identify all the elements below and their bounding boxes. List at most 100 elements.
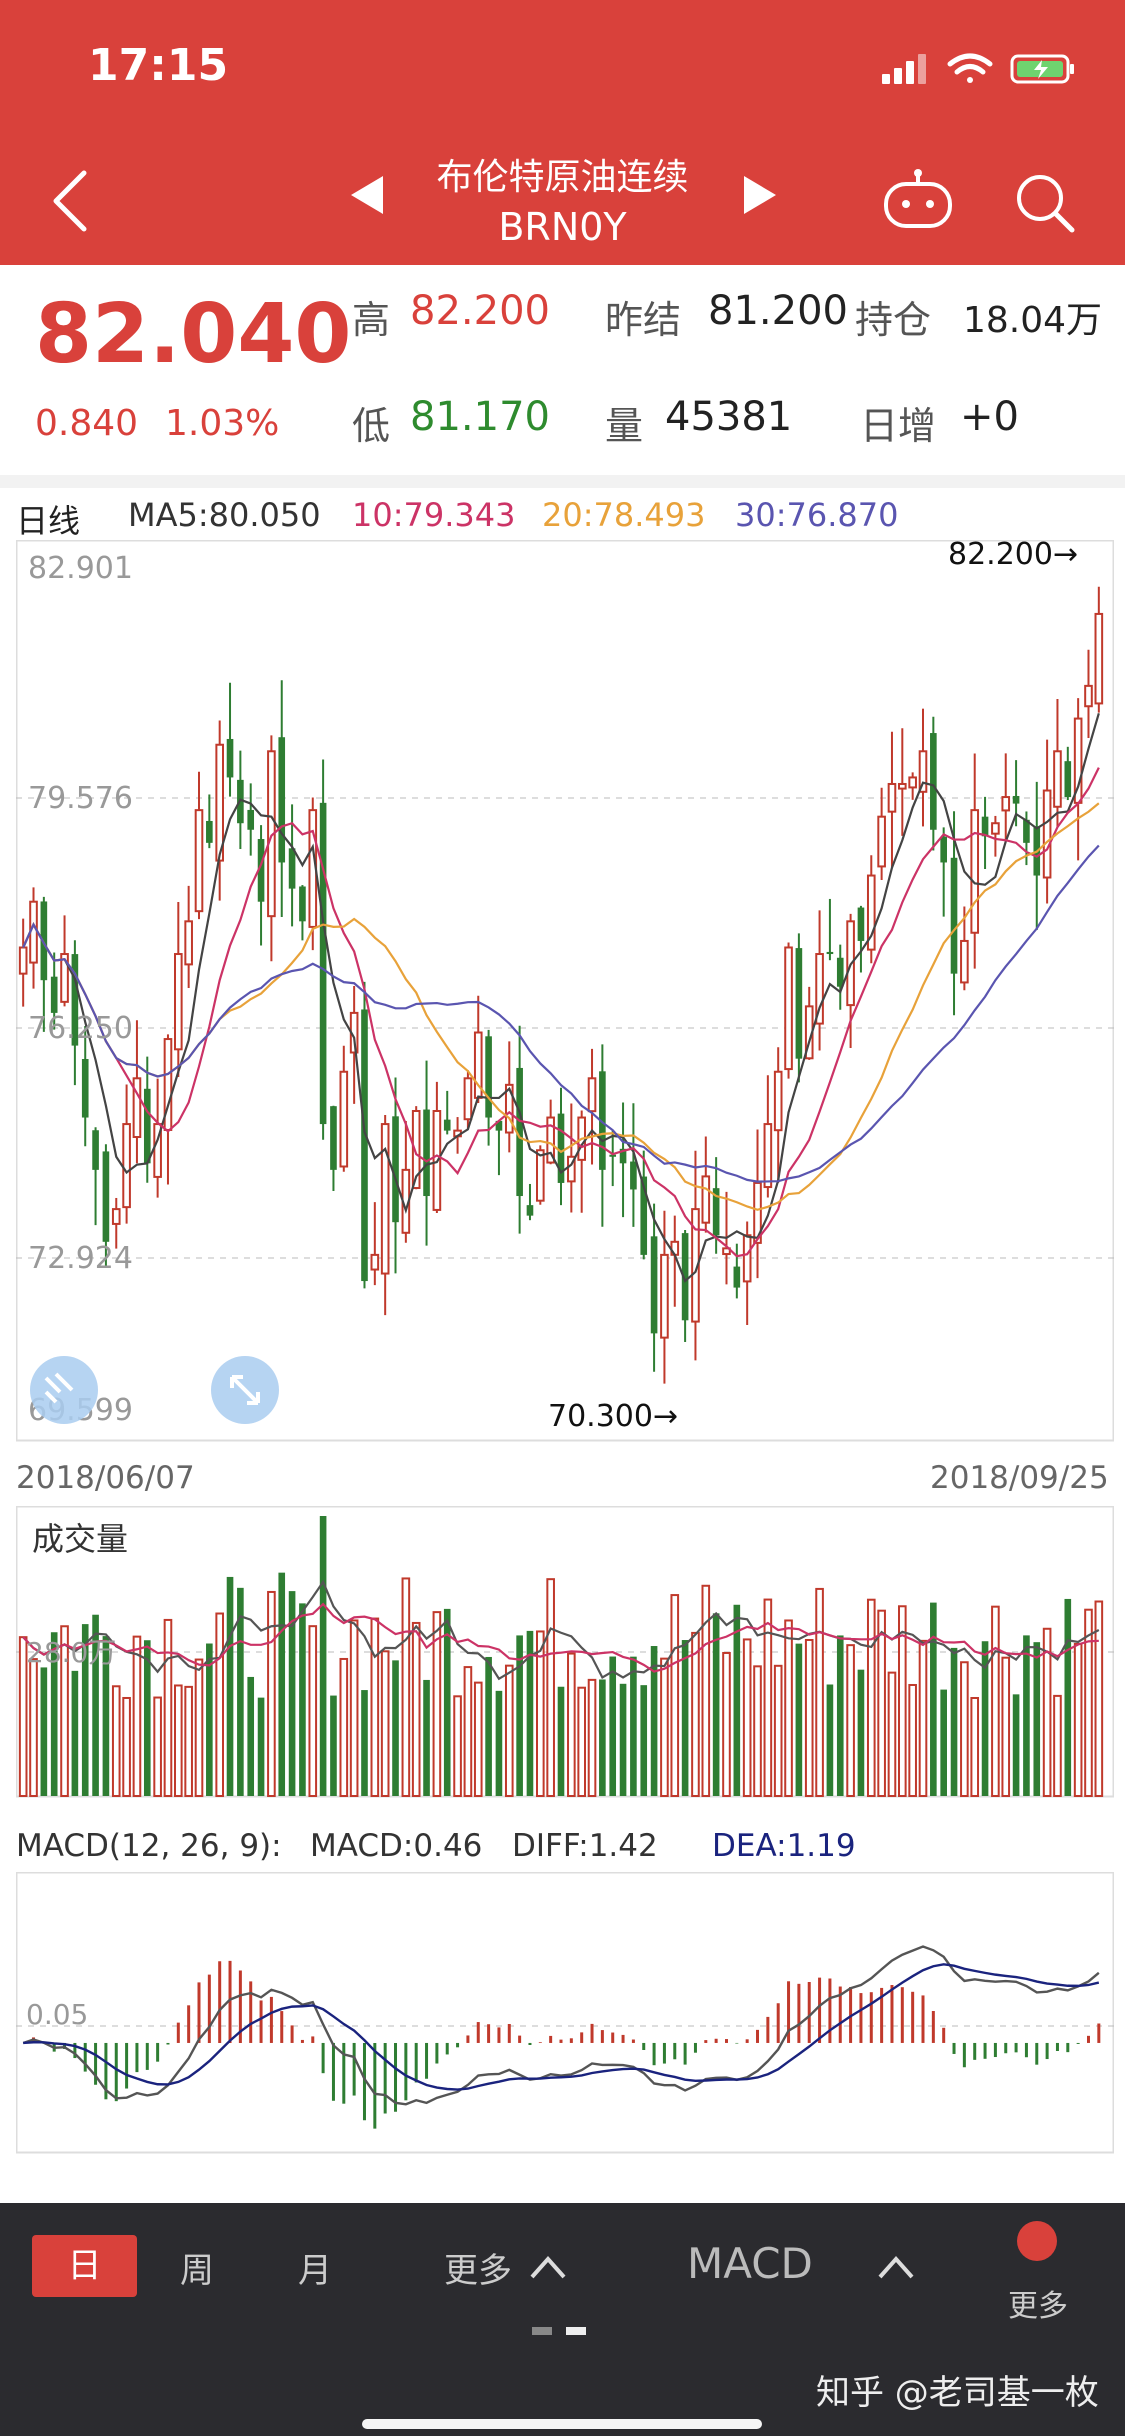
tab-week[interactable]: 周 (180, 2251, 214, 2291)
candle (898, 782, 907, 790)
volume-bar (278, 1572, 286, 1796)
candle (950, 857, 958, 974)
volume-bar (463, 1666, 473, 1797)
volume-bar (815, 1587, 824, 1797)
open-interest-value: 18.04万 (963, 300, 1103, 341)
volume-bar (432, 1611, 442, 1797)
tab-day[interactable]: 日 (32, 2235, 137, 2297)
tab-month[interactable]: 月 (298, 2251, 332, 2291)
candle (536, 1149, 545, 1202)
volume-bar (846, 1644, 855, 1797)
volume-bar (319, 1516, 327, 1796)
volume-bar (184, 1685, 193, 1797)
chevron-up-icon[interactable] (528, 2253, 568, 2281)
candle (194, 809, 204, 913)
last-price: 82.040 (35, 287, 352, 382)
volume-bar (349, 1619, 359, 1797)
volume-bar (619, 1683, 627, 1796)
indicator-selector[interactable]: MACD (687, 2239, 813, 2288)
more-button[interactable]: 更多 (1008, 2289, 1068, 2324)
volume-bar (247, 1676, 255, 1796)
candle (681, 1233, 689, 1321)
volume-ma-line (22, 1602, 1099, 1673)
volume-bar (423, 1679, 430, 1796)
candle (960, 939, 969, 984)
volume-bar (742, 1638, 752, 1797)
volume-bar (485, 1656, 492, 1796)
volume-bar (411, 1621, 421, 1797)
home-indicator (362, 2419, 762, 2429)
ma5-label: MA5:80.050 (128, 496, 321, 534)
candle (174, 953, 183, 1051)
status-time: 17:15 (88, 40, 229, 91)
macd-chart: 0.05 (16, 1872, 1114, 2154)
candle (981, 816, 989, 837)
volume-bar (516, 1635, 523, 1796)
candle (660, 1253, 669, 1339)
volume-bar (940, 1689, 947, 1796)
y-axis-label: 76.250 (28, 1011, 133, 1046)
volume-bar (991, 1605, 1000, 1797)
prev-contract-icon[interactable] (345, 172, 387, 218)
candle (526, 1205, 534, 1216)
candle (557, 1113, 565, 1183)
bottom-bar: 日 周 月 更多 MACD 更多 知乎 @老司基一枚 (0, 2203, 1125, 2436)
diff-value: DIFF:1.42 (512, 1828, 658, 1864)
battery-icon (1010, 54, 1074, 84)
volume-bar (1023, 1635, 1030, 1796)
volume-bar (712, 1613, 720, 1796)
tab-more[interactable]: 更多 (444, 2251, 512, 2291)
volume-bar (950, 1647, 958, 1796)
fullscreen-icon[interactable] (211, 1356, 279, 1424)
robot-icon[interactable] (880, 168, 956, 234)
more-dot-icon[interactable] (1014, 2219, 1060, 2273)
candle (463, 1077, 473, 1121)
volume-bar (877, 1609, 886, 1797)
volume-bar (1053, 1694, 1062, 1797)
low-label: 低 (352, 404, 391, 448)
wifi-icon (947, 53, 993, 83)
volume-bar (308, 1625, 318, 1797)
y-axis-label: 72.924 (28, 1241, 133, 1276)
volume-bar (640, 1685, 648, 1796)
volume-bar (609, 1656, 617, 1796)
diff-line (22, 1945, 1100, 2106)
candle (795, 948, 803, 1059)
volume-bar (908, 1683, 917, 1797)
volume-bar (691, 1631, 700, 1797)
volume-bar (1064, 1598, 1072, 1796)
candle (908, 776, 917, 789)
chart-area: 日线 MA5:80.050 10:79.343 20:78.493 30:76.… (0, 488, 1125, 2203)
volume-bar (370, 1617, 380, 1797)
volume-bar (473, 1681, 483, 1797)
volume-bar (339, 1657, 349, 1797)
volume-bar (60, 1625, 69, 1797)
scroll-left-icon[interactable] (30, 1356, 98, 1424)
next-contract-icon[interactable] (740, 172, 782, 218)
chevron-up-icon[interactable] (876, 2253, 916, 2281)
candle (836, 957, 844, 987)
volume-bar (1012, 1694, 1020, 1796)
volume-bar (630, 1656, 637, 1796)
candle (411, 1109, 421, 1190)
ma10-label: 10:79.343 (352, 496, 516, 534)
volume-bar (226, 1576, 234, 1796)
volume-bar (132, 1635, 142, 1797)
candlestick-chart[interactable]: 82.901 79.576 76.250 72.924 69.599 82.20… (16, 540, 1114, 1442)
volume-value: 45381 (665, 394, 793, 440)
candle (330, 1106, 337, 1170)
back-icon[interactable] (40, 165, 100, 235)
candle (184, 920, 193, 966)
candle (630, 1161, 637, 1190)
candle (1084, 684, 1093, 708)
contract-code: BRN0Y (498, 205, 627, 249)
signal-icon (882, 54, 926, 84)
volume-bar (392, 1660, 399, 1796)
candle (516, 1067, 523, 1197)
volume-title: 成交量 (32, 1520, 128, 1558)
volume-bar (866, 1598, 876, 1797)
min-price-marker: 70.300→ (548, 1399, 678, 1434)
candle (122, 1123, 131, 1209)
search-icon[interactable] (1010, 168, 1080, 238)
candle (71, 954, 79, 1046)
